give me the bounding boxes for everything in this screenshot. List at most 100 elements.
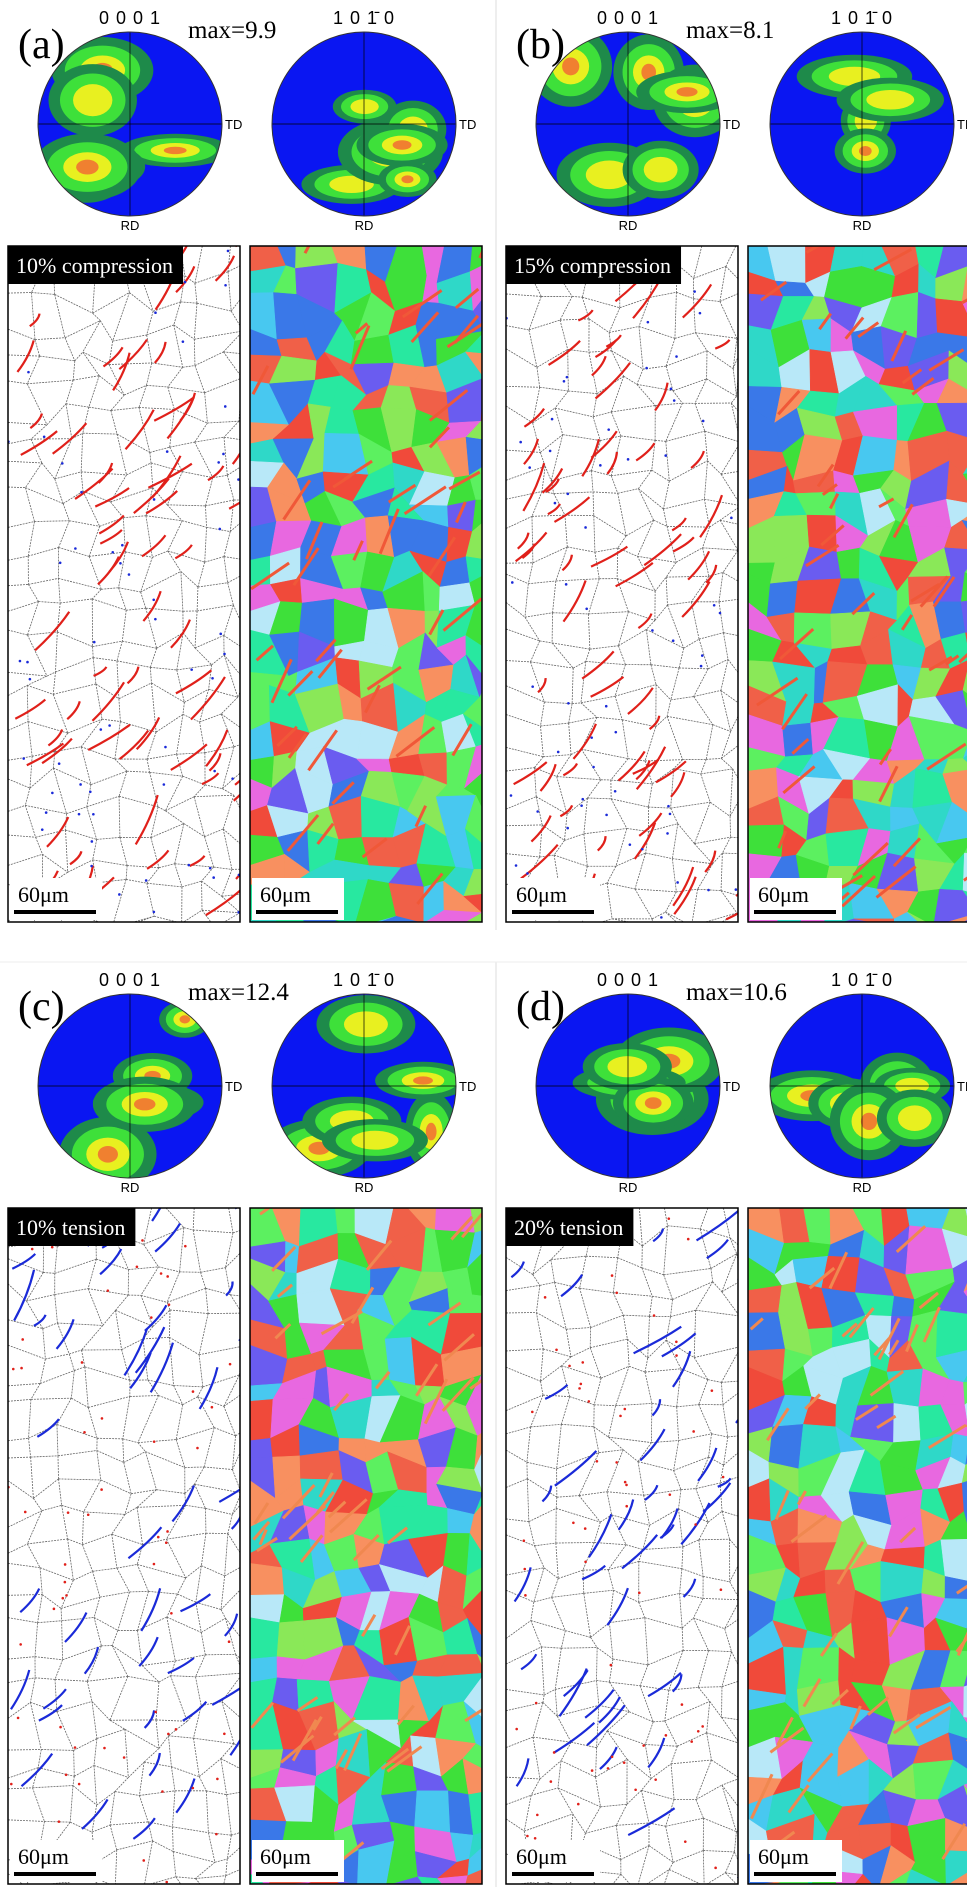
twin-lamella — [259, 1208, 272, 1216]
twin-lamella — [329, 1498, 368, 1534]
boundary-dot — [531, 1410, 534, 1414]
boundary-dot — [121, 543, 124, 547]
grain — [417, 1876, 443, 1884]
twin-lamella — [276, 1283, 294, 1298]
twin-boundary — [639, 1428, 666, 1462]
rd-label: RD — [619, 1180, 638, 1195]
twin-boundary — [591, 355, 607, 377]
twin-boundary — [704, 850, 717, 873]
boundary-dot — [526, 1834, 529, 1838]
twin-boundary — [52, 422, 88, 455]
grain — [948, 1732, 967, 1770]
pole-figure — [38, 32, 222, 216]
twin-lamella — [750, 1773, 774, 1820]
twin-lamella — [333, 1716, 356, 1737]
twin-lamella — [928, 1423, 967, 1450]
boundary-dot — [154, 311, 157, 315]
boundary-dot — [108, 724, 111, 727]
contour — [97, 1145, 118, 1163]
ipf-map — [748, 246, 967, 922]
grain — [467, 1230, 482, 1269]
twin-lamella — [778, 628, 815, 661]
twin-boundary — [147, 462, 193, 489]
grain — [462, 1589, 482, 1637]
twin-lamella — [258, 1528, 268, 1546]
twin-lamella — [910, 582, 940, 603]
twin-boundary — [93, 666, 108, 677]
grain — [962, 746, 967, 760]
twin-boundary — [717, 1477, 732, 1488]
boundary-dot — [565, 375, 569, 379]
boundary-dot — [536, 810, 539, 813]
twin-lamella — [804, 1393, 821, 1410]
twin-lamella — [250, 561, 290, 591]
twin-boundary — [635, 760, 651, 781]
twin-lamella — [926, 742, 967, 771]
panel-label: (b) — [516, 22, 565, 68]
scale-bar-label: 60μm — [260, 882, 311, 907]
twin-lamella — [869, 1370, 905, 1397]
twin-boundary — [621, 1534, 659, 1570]
max-label: max=9.9 — [188, 17, 276, 44]
boundary-dot — [584, 526, 587, 529]
caption-background — [8, 246, 184, 284]
twin-boundary — [606, 451, 619, 475]
twin-boundary — [182, 1701, 208, 1722]
twin-lamella — [791, 737, 810, 755]
boundary-dot — [26, 660, 29, 664]
twin-lamella — [256, 1536, 278, 1553]
twin-boundary — [179, 392, 196, 422]
contour — [413, 1076, 433, 1085]
twin-boundary — [615, 562, 654, 588]
twin-boundary — [541, 468, 564, 494]
boundary-dot — [61, 462, 64, 465]
twin-boundary — [118, 338, 148, 371]
twin-lamella — [848, 1307, 875, 1339]
boundary-dot — [77, 1782, 81, 1786]
boundary-dot — [549, 1780, 553, 1783]
twin-lamella — [875, 865, 917, 899]
twin-lamella — [805, 543, 840, 568]
td-label: TD — [723, 117, 740, 132]
contour — [351, 1130, 399, 1150]
twin-lamella — [749, 1317, 764, 1331]
boundary-dot — [583, 1527, 587, 1530]
twin-lamella — [276, 725, 298, 747]
twin-boundary — [66, 700, 81, 721]
boundary-dot — [581, 1361, 585, 1364]
boundary-dot — [607, 428, 611, 431]
twin-lamella — [291, 1719, 318, 1762]
twin-boundary — [149, 1342, 174, 1393]
twin-lamella — [252, 1520, 271, 1541]
twin-lamella — [922, 1306, 941, 1343]
twin-lamella — [318, 1472, 334, 1498]
contour — [676, 87, 698, 97]
boundary-dot — [734, 888, 738, 891]
boundary-dot — [144, 879, 148, 882]
twin-boundary — [126, 666, 140, 685]
twin-lamella — [331, 781, 355, 805]
boundary-dot — [718, 611, 722, 615]
twin-boundary — [606, 1587, 629, 1626]
boundary-dot — [579, 1382, 583, 1386]
twin-boundary — [584, 1688, 615, 1719]
boundary-dot — [190, 668, 193, 671]
twin-lamella — [852, 841, 889, 877]
boundary-dot — [52, 1607, 56, 1611]
twin-boundary — [145, 490, 178, 515]
boundary-dot — [18, 659, 22, 663]
boundary-dot — [92, 640, 96, 644]
boundary-dot — [223, 652, 226, 656]
twin-boundary — [26, 742, 65, 767]
twin-boundary — [127, 1526, 163, 1560]
boundary-dot — [208, 866, 212, 870]
boundary-dot — [714, 1866, 717, 1870]
twin-lamella — [443, 1333, 475, 1362]
twin-boundary — [134, 1326, 166, 1374]
twin-lamella — [888, 1606, 909, 1638]
twin-boundary — [633, 822, 657, 860]
twin-boundary — [617, 1499, 635, 1531]
contour — [860, 1112, 878, 1131]
boundary-dot — [181, 340, 185, 343]
grain — [963, 1784, 967, 1796]
